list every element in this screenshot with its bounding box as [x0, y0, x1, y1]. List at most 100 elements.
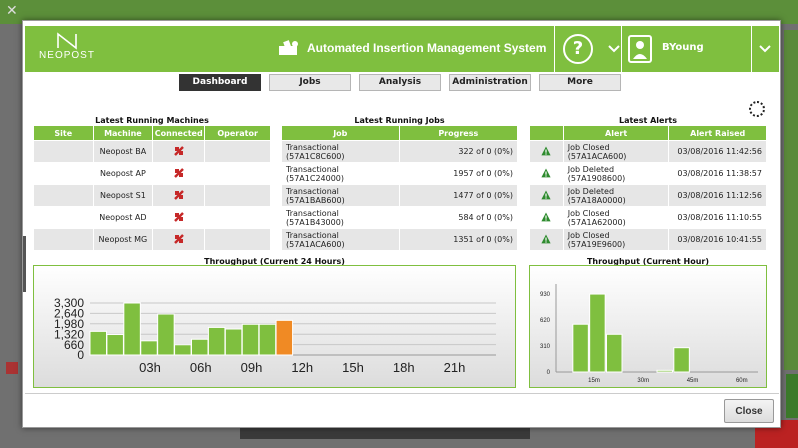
table-row[interactable]: Neopost S1 [33, 184, 271, 207]
tab-dashboard[interactable]: Dashboard [179, 74, 261, 91]
column-header[interactable]: Progress [398, 125, 519, 141]
background-bottom-bar [240, 425, 530, 439]
table-row[interactable]: Neopost BA [33, 140, 271, 163]
bar[interactable] [572, 323, 589, 373]
table-row[interactable]: Transactional (57A1C24000) 1957 of 0 (0%) [281, 162, 519, 185]
column-header[interactable]: Machine [92, 125, 154, 141]
table-row[interactable]: Job Closed (57A19E9600) 03/08/2016 10:41:… [529, 228, 767, 251]
neopost-logo-icon [57, 32, 77, 50]
bar[interactable] [606, 333, 623, 373]
app-title-group: Automated Insertion Management System [277, 39, 546, 57]
alert-raised: 03/08/2016 11:10:55 [668, 206, 767, 229]
bar[interactable] [275, 319, 294, 356]
chart-hour-panel: 0 310 620 930 15m 30m 45m 60m [529, 265, 767, 388]
machine-operator [204, 140, 271, 163]
bar[interactable] [157, 313, 175, 356]
column-header[interactable]: Connected [152, 125, 206, 141]
bar[interactable] [123, 302, 141, 356]
alerts-title: Latest Alerts [618, 116, 677, 125]
x-tick-label: 15m [588, 378, 600, 384]
alert-raised: 03/08/2016 10:41:55 [668, 228, 767, 251]
bar[interactable] [224, 328, 243, 356]
table-row[interactable]: Job Deleted (57A1908600) 03/08/2016 11:38… [529, 162, 767, 185]
y-tick-label: 660 [64, 338, 84, 352]
machine-connected [152, 228, 206, 251]
alert-text: Job Closed (57A19E9600) [562, 228, 670, 251]
tab-analysis[interactable]: Analysis [359, 74, 441, 91]
warning-icon [541, 146, 551, 155]
chart-24h-panel: 0 660 1,320 1,980 2,640 3,300 03h 06h 09h 12h 15h 1… [33, 265, 516, 388]
bar[interactable] [241, 323, 260, 356]
table-row[interactable]: Neopost AD [33, 206, 271, 229]
brand-name: NEOPOST [39, 50, 95, 61]
header-divider [751, 26, 752, 72]
table-row[interactable]: Transactional (57A1B43000) 584 of 0 (0%) [281, 206, 519, 229]
machine-connected [152, 140, 206, 163]
machine-connected [152, 162, 206, 185]
person-icon [633, 41, 647, 59]
close-button[interactable]: Close [724, 399, 774, 423]
y-tick-label: 3,300 [54, 296, 84, 310]
alert-icon-cell [529, 140, 564, 163]
table-row[interactable]: Transactional (57A1ACA600) 1351 of 0 (0%) [281, 228, 519, 251]
machine-name: Neopost BA [92, 140, 154, 163]
warning-icon [541, 212, 551, 221]
chart-24h-title: Throughput (Current 24 Hours) [204, 257, 345, 266]
machine-operator [204, 162, 271, 185]
alert-icon-cell [529, 206, 564, 229]
bar[interactable] [656, 369, 673, 373]
machine-operator [204, 206, 271, 229]
disconnected-plug-icon [173, 211, 184, 222]
alert-raised: 03/08/2016 11:38:57 [668, 162, 767, 185]
help-button[interactable]: ? [563, 34, 593, 64]
y-tick-label: 1,320 [54, 327, 84, 341]
column-header[interactable]: Operator [204, 125, 271, 141]
column-header[interactable]: Alert [562, 125, 670, 141]
table-row[interactable]: Neopost MG [33, 228, 271, 251]
column-header[interactable]: Alert Raised [668, 125, 767, 141]
background-error-icon [6, 362, 18, 374]
bar[interactable] [589, 293, 606, 373]
column-header[interactable] [529, 125, 564, 141]
bar[interactable] [89, 330, 107, 356]
warning-icon [541, 234, 551, 243]
job-progress: 1957 of 0 (0%) [398, 162, 519, 185]
chevron-down-icon[interactable] [606, 40, 622, 56]
background-side-strip [784, 30, 798, 370]
bar[interactable] [673, 347, 690, 373]
bar[interactable] [207, 326, 226, 356]
column-header[interactable]: Site [33, 125, 94, 141]
machine-site [33, 228, 94, 251]
table-row[interactable]: Job Closed (57A1A62000) 03/08/2016 11:10:… [529, 206, 767, 229]
tab-jobs[interactable]: Jobs [269, 74, 351, 91]
bar[interactable] [174, 344, 192, 356]
tab-more[interactable]: More [539, 74, 621, 91]
disconnected-plug-icon [173, 167, 184, 178]
machine-name: Neopost S1 [92, 184, 154, 207]
x-tick-label: 18h [393, 360, 415, 375]
disconnected-plug-icon [173, 189, 184, 200]
tab-administration[interactable]: Administration [449, 74, 531, 91]
table-row[interactable]: Job Closed (57A1ACA600) 03/08/2016 11:42:… [529, 140, 767, 163]
y-tick-label: 930 [540, 292, 551, 298]
resize-handle[interactable] [23, 236, 26, 292]
user-menu-chevron-icon[interactable] [757, 40, 773, 56]
table-row[interactable]: Transactional (57A1BAB600) 1477 of 0 (0%) [281, 184, 519, 207]
table-row[interactable]: Job Deleted (57A18A0000) 03/08/2016 11:12… [529, 184, 767, 207]
table-row[interactable]: Transactional (57A1C8C600) 322 of 0 (0%) [281, 140, 519, 163]
job-progress: 1477 of 0 (0%) [398, 184, 519, 207]
x-tick-label: 21h [444, 360, 466, 375]
loading-spinner-icon [749, 101, 765, 117]
table-row[interactable]: Neopost AP [33, 162, 271, 185]
bar[interactable] [258, 323, 277, 356]
disconnected-plug-icon [173, 145, 184, 156]
bar[interactable] [140, 340, 158, 356]
bar[interactable] [191, 338, 209, 356]
job-name: Transactional (57A1ACA600) [281, 228, 400, 251]
main-tabs: Dashboard Jobs Analysis Administration M… [179, 74, 629, 91]
footer-divider [25, 393, 779, 394]
column-header[interactable]: Job [281, 125, 400, 141]
bar[interactable] [106, 334, 124, 356]
x-tick-label: 09h [241, 360, 263, 375]
